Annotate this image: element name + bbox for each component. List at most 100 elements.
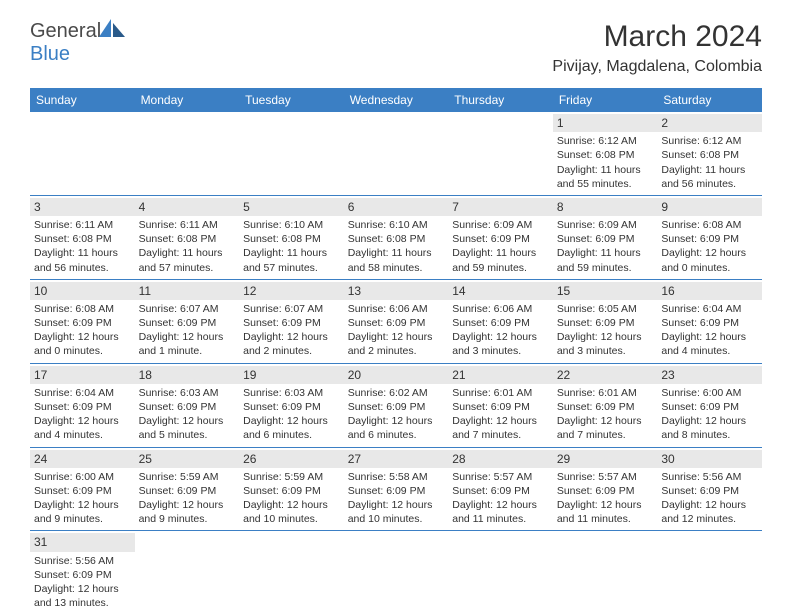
calendar-cell: 8Sunrise: 6:09 AMSunset: 6:09 PMDaylight… bbox=[553, 195, 658, 279]
daylight-text: Daylight: 12 hours and 12 minutes. bbox=[661, 498, 758, 526]
sunrise-text: Sunrise: 6:06 AM bbox=[348, 302, 445, 316]
title-block: March 2024 Pivijay, Magdalena, Colombia bbox=[552, 20, 762, 76]
weekday-header: Sunday bbox=[30, 88, 135, 112]
sunrise-text: Sunrise: 6:10 AM bbox=[243, 218, 340, 232]
calendar-week: 10Sunrise: 6:08 AMSunset: 6:09 PMDayligh… bbox=[30, 279, 762, 363]
daylight-text: Daylight: 12 hours and 4 minutes. bbox=[34, 414, 131, 442]
daylight-text: Daylight: 11 hours and 56 minutes. bbox=[661, 163, 758, 191]
calendar-table: SundayMondayTuesdayWednesdayThursdayFrid… bbox=[30, 88, 762, 614]
calendar-cell: 9Sunrise: 6:08 AMSunset: 6:09 PMDaylight… bbox=[657, 195, 762, 279]
calendar-cell: 15 Sunrise: 6:05 AMSunset: 6:09 PMDayligh… bbox=[553, 279, 658, 363]
sunset-text: Sunset: 6:08 PM bbox=[661, 148, 758, 162]
calendar-cell: 13Sunrise: 6:06 AMSunset: 6:09 PMDayligh… bbox=[344, 279, 449, 363]
day-number: 28 bbox=[448, 450, 553, 468]
calendar-cell: 3Sunrise: 6:11 AMSunset: 6:08 PMDaylight… bbox=[30, 195, 135, 279]
sunrise-text: Sunrise: 5:56 AM bbox=[34, 554, 131, 568]
calendar-cell: 4Sunrise: 6:11 AMSunset: 6:08 PMDaylight… bbox=[135, 195, 240, 279]
sunrise-text: Sunrise: 5:56 AM bbox=[661, 470, 758, 484]
day-details: Sunrise: 6:10 AMSunset: 6:08 PMDaylight:… bbox=[243, 218, 340, 275]
day-details: Sunrise: 5:56 AMSunset: 6:09 PMDaylight:… bbox=[661, 470, 758, 527]
calendar-cell: 11Sunrise: 6:07 AMSunset: 6:09 PMDayligh… bbox=[135, 279, 240, 363]
sunset-text: Sunset: 6:09 PM bbox=[243, 400, 340, 414]
calendar-cell: 28Sunrise: 5:57 AMSunset: 6:09 PMDayligh… bbox=[448, 447, 553, 531]
sunset-text: Sunset: 6:09 PM bbox=[557, 232, 654, 246]
sunset-text: Sunset: 6:09 PM bbox=[661, 484, 758, 498]
sunset-text: Sunset: 6:09 PM bbox=[452, 400, 549, 414]
sunset-text: Sunset: 6:09 PM bbox=[243, 316, 340, 330]
day-number: 9 bbox=[657, 198, 762, 216]
weekday-row: SundayMondayTuesdayWednesdayThursdayFrid… bbox=[30, 88, 762, 112]
calendar-cell: 27Sunrise: 5:58 AMSunset: 6:09 PMDayligh… bbox=[344, 447, 449, 531]
day-number: 1 bbox=[553, 114, 658, 132]
day-details: Sunrise: 6:01 AMSunset: 6:09 PMDaylight:… bbox=[452, 386, 549, 443]
day-number: 2 bbox=[657, 114, 762, 132]
day-number: 17 bbox=[30, 366, 135, 384]
day-details: Sunrise: 6:11 AMSunset: 6:08 PMDaylight:… bbox=[34, 218, 131, 275]
sunset-text: Sunset: 6:09 PM bbox=[348, 316, 445, 330]
calendar-cell: 26Sunrise: 5:59 AMSunset: 6:09 PMDayligh… bbox=[239, 447, 344, 531]
day-number: 11 bbox=[135, 282, 240, 300]
sunset-text: Sunset: 6:09 PM bbox=[348, 400, 445, 414]
sunrise-text: Sunrise: 6:11 AM bbox=[139, 218, 236, 232]
daylight-text: Daylight: 12 hours and 4 minutes. bbox=[661, 330, 758, 358]
logo-text-1: General bbox=[30, 20, 101, 42]
daylight-text: Daylight: 12 hours and 9 minutes. bbox=[34, 498, 131, 526]
calendar-week: 3Sunrise: 6:11 AMSunset: 6:08 PMDaylight… bbox=[30, 195, 762, 279]
sunrise-text: Sunrise: 6:05 AM bbox=[557, 302, 654, 316]
day-details: Sunrise: 6:05 AMSunset: 6:09 PMDaylight:… bbox=[557, 302, 654, 359]
daylight-text: Daylight: 11 hours and 56 minutes. bbox=[34, 246, 131, 274]
sunset-text: Sunset: 6:09 PM bbox=[348, 484, 445, 498]
sunrise-text: Sunrise: 6:10 AM bbox=[348, 218, 445, 232]
calendar-cell: 10Sunrise: 6:08 AMSunset: 6:09 PMDayligh… bbox=[30, 279, 135, 363]
calendar-week: 24Sunrise: 6:00 AMSunset: 6:09 PMDayligh… bbox=[30, 447, 762, 531]
day-details: Sunrise: 5:59 AMSunset: 6:09 PMDaylight:… bbox=[243, 470, 340, 527]
calendar-cell: 12Sunrise: 6:07 AMSunset: 6:09 PMDayligh… bbox=[239, 279, 344, 363]
daylight-text: Daylight: 12 hours and 5 minutes. bbox=[139, 414, 236, 442]
day-number: 23 bbox=[657, 366, 762, 384]
sunrise-text: Sunrise: 6:04 AM bbox=[661, 302, 758, 316]
calendar-cell: 16Sunrise: 6:04 AMSunset: 6:09 PMDayligh… bbox=[657, 279, 762, 363]
daylight-text: Daylight: 11 hours and 58 minutes. bbox=[348, 246, 445, 274]
calendar-cell: 29Sunrise: 5:57 AMSunset: 6:09 PMDayligh… bbox=[553, 447, 658, 531]
calendar-cell: 25Sunrise: 5:59 AMSunset: 6:09 PMDayligh… bbox=[135, 447, 240, 531]
calendar-cell: 21Sunrise: 6:01 AMSunset: 6:09 PMDayligh… bbox=[448, 363, 553, 447]
calendar-cell bbox=[239, 112, 344, 195]
sunrise-text: Sunrise: 6:09 AM bbox=[452, 218, 549, 232]
daylight-text: Daylight: 11 hours and 59 minutes. bbox=[557, 246, 654, 274]
day-details: Sunrise: 6:06 AMSunset: 6:09 PMDaylight:… bbox=[452, 302, 549, 359]
calendar-week: 1Sunrise: 6:12 AMSunset: 6:08 PMDaylight… bbox=[30, 112, 762, 195]
day-number: 16 bbox=[657, 282, 762, 300]
weekday-header: Friday bbox=[553, 88, 658, 112]
daylight-text: Daylight: 12 hours and 10 minutes. bbox=[243, 498, 340, 526]
sunrise-text: Sunrise: 6:08 AM bbox=[34, 302, 131, 316]
daylight-text: Daylight: 12 hours and 0 minutes. bbox=[34, 330, 131, 358]
calendar-cell bbox=[553, 531, 658, 614]
calendar-cell bbox=[30, 112, 135, 195]
sunset-text: Sunset: 6:09 PM bbox=[452, 316, 549, 330]
calendar-body: 1Sunrise: 6:12 AMSunset: 6:08 PMDaylight… bbox=[30, 112, 762, 614]
day-number: 6 bbox=[344, 198, 449, 216]
day-number: 19 bbox=[239, 366, 344, 384]
sunrise-text: Sunrise: 6:02 AM bbox=[348, 386, 445, 400]
sunset-text: Sunset: 6:09 PM bbox=[452, 232, 549, 246]
day-number: 15 bbox=[553, 282, 658, 300]
day-number: 7 bbox=[448, 198, 553, 216]
sunset-text: Sunset: 6:08 PM bbox=[348, 232, 445, 246]
daylight-text: Daylight: 12 hours and 10 minutes. bbox=[348, 498, 445, 526]
daylight-text: Daylight: 12 hours and 7 minutes. bbox=[452, 414, 549, 442]
day-number: 20 bbox=[344, 366, 449, 384]
sunset-text: Sunset: 6:09 PM bbox=[243, 484, 340, 498]
calendar-cell: 20Sunrise: 6:02 AMSunset: 6:09 PMDayligh… bbox=[344, 363, 449, 447]
calendar-cell bbox=[448, 531, 553, 614]
daylight-text: Daylight: 11 hours and 55 minutes. bbox=[557, 163, 654, 191]
calendar-cell bbox=[135, 531, 240, 614]
sunset-text: Sunset: 6:09 PM bbox=[139, 484, 236, 498]
daylight-text: Daylight: 12 hours and 7 minutes. bbox=[557, 414, 654, 442]
daylight-text: Daylight: 12 hours and 2 minutes. bbox=[243, 330, 340, 358]
sunrise-text: Sunrise: 5:57 AM bbox=[452, 470, 549, 484]
sunrise-text: Sunrise: 6:12 AM bbox=[661, 134, 758, 148]
sunset-text: Sunset: 6:09 PM bbox=[34, 484, 131, 498]
day-number: 12 bbox=[239, 282, 344, 300]
logo-text: GeneralBlue bbox=[30, 20, 125, 66]
day-details: Sunrise: 5:59 AMSunset: 6:09 PMDaylight:… bbox=[139, 470, 236, 527]
